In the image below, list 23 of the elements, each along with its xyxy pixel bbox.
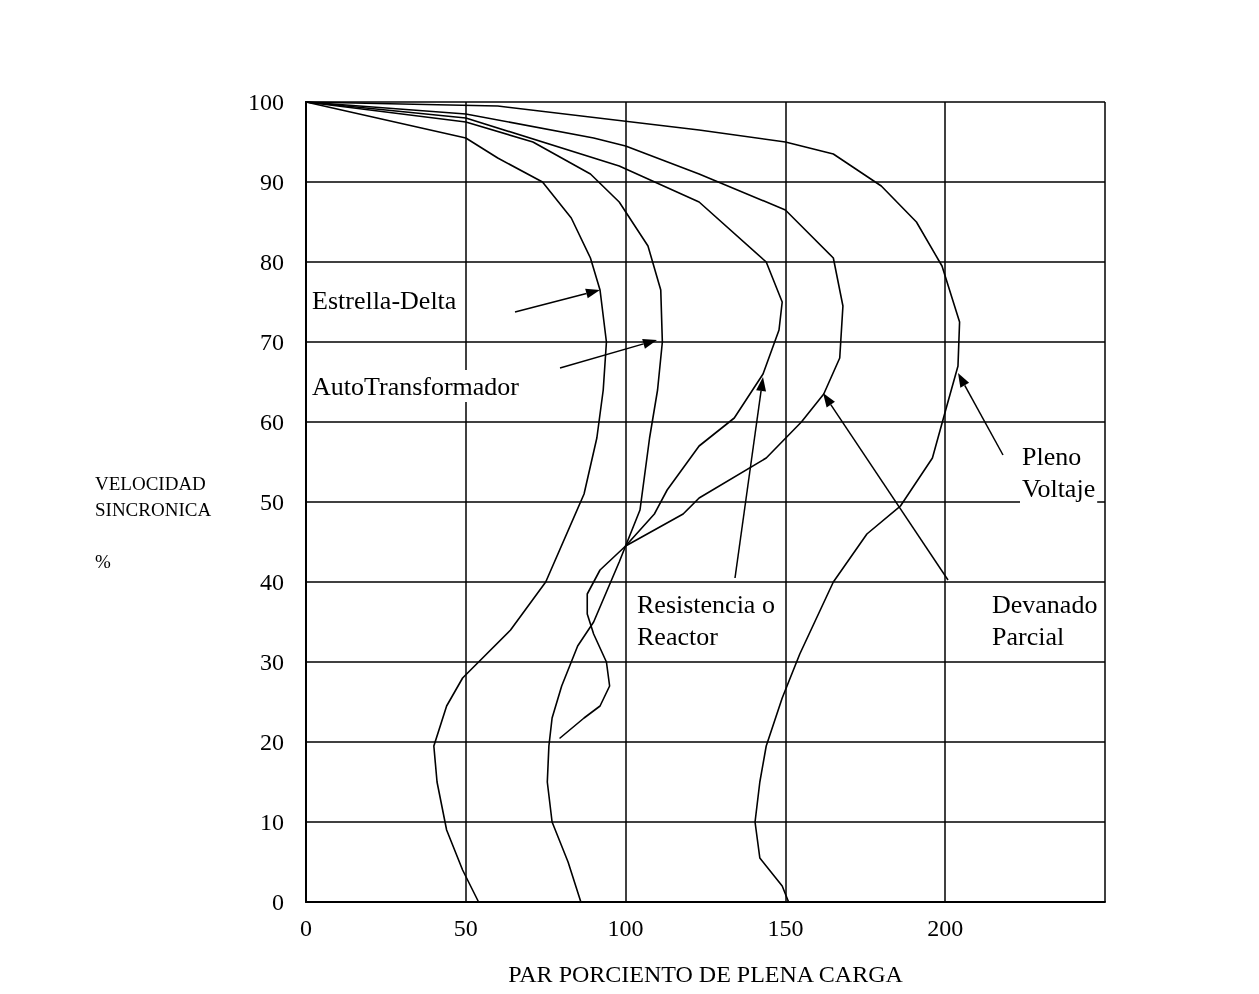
y-tick-label: 50 [260,489,284,515]
x-tick-label: 0 [300,915,312,941]
y-tick-label: 100 [248,89,284,115]
x-tick-label: 200 [927,915,964,941]
annotation: Resistencia o Reactor [637,589,775,651]
y-tick-label: 60 [260,409,284,435]
annotation: Pleno Voltaje [1022,441,1096,503]
y-tick-label: 80 [260,249,284,275]
x-tick-label: 100 [607,915,644,941]
annotation: Devanado Parcial [992,589,1098,651]
x-tick-label: 150 [767,915,804,941]
y-tick-label: 90 [260,169,284,195]
x-axis-title: PAR PORCIENTO DE PLENA CARGA [508,961,904,987]
y-tick-label: 40 [260,569,284,595]
annotation: AutoTransformador [312,371,520,401]
y-tick-label: 10 [260,809,284,835]
x-tick-label: 50 [453,915,478,941]
y-tick-label: 0 [272,889,284,915]
annotation: Estrella-Delta [312,285,457,315]
y-tick-label: 20 [260,729,284,755]
text: VELOCIDAD SINCRONICA % [95,472,212,572]
y-tick-label: 70 [260,329,284,355]
y-tick-label: 30 [260,649,284,675]
